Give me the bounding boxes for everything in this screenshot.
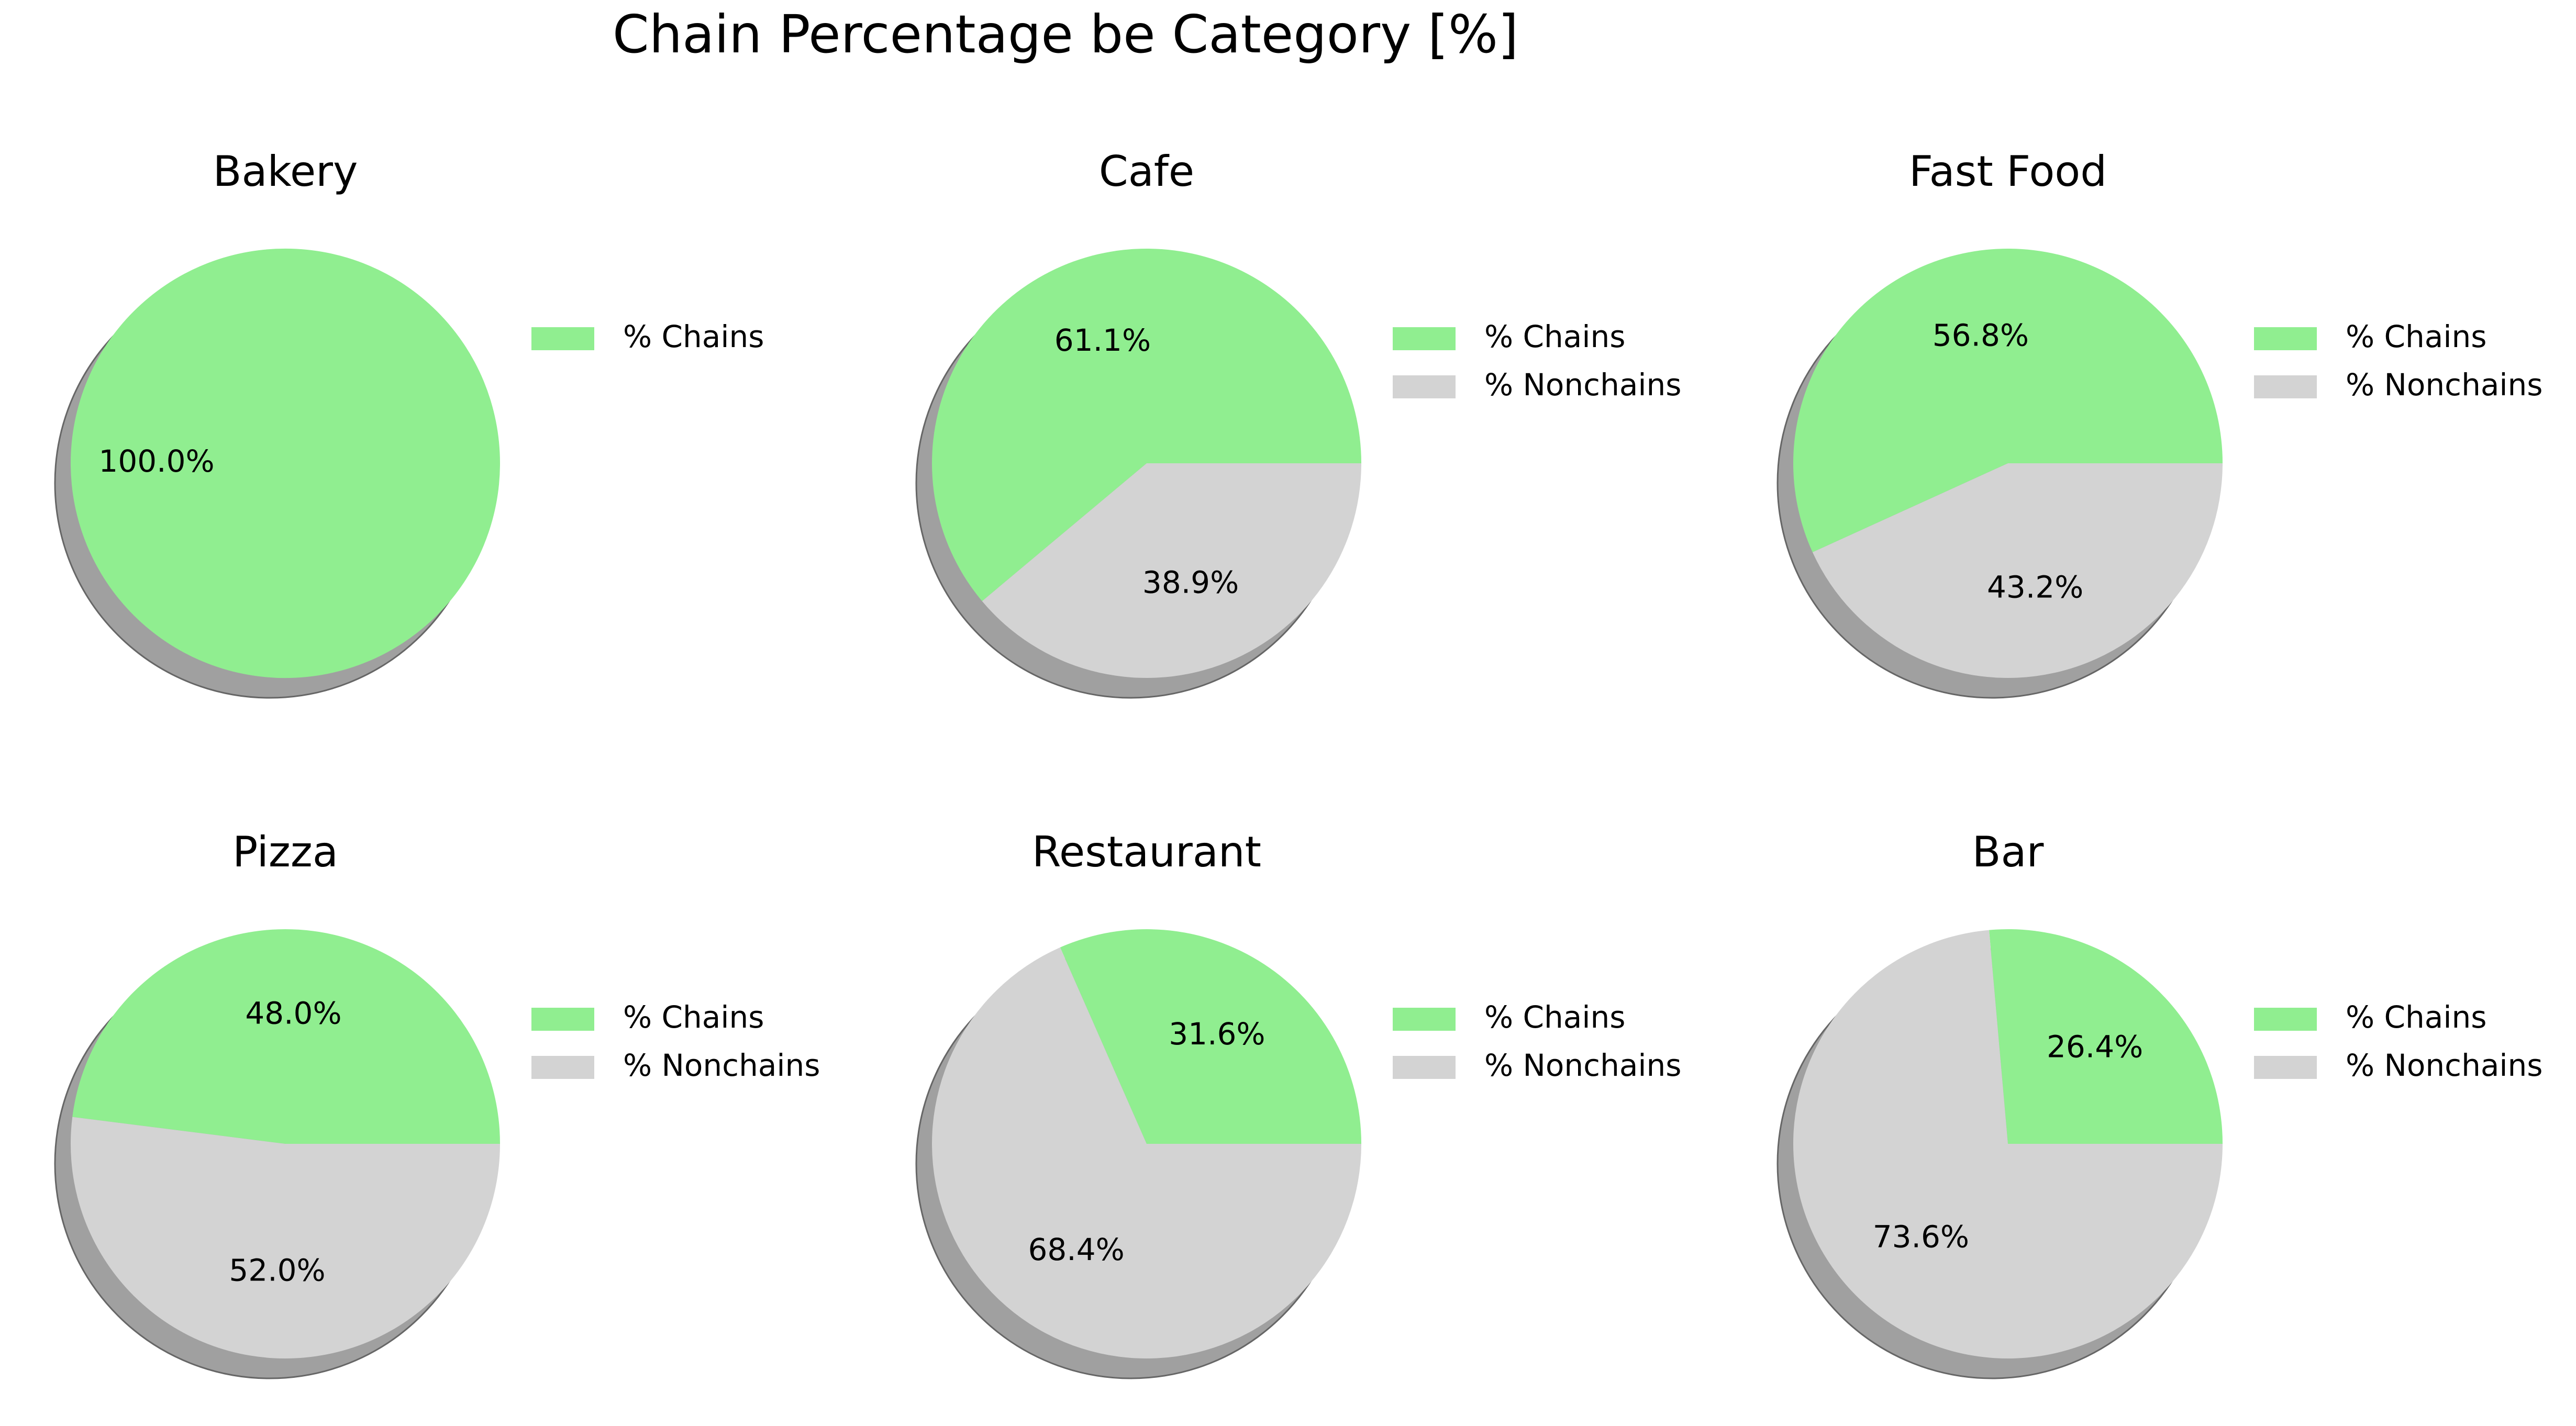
legend-label: % Chains — [1484, 319, 1625, 354]
legend-label: % Nonchains — [1484, 367, 1681, 403]
pie-chart-fast-food: 56.8% 43.2% Fast Food % Chains % Nonchains — [1776, 147, 2542, 699]
legend-label: % Nonchains — [2346, 367, 2542, 403]
pie-value-label: 73.6% — [1873, 1219, 1969, 1255]
pie-chart-bakery: 100.0% Bakery % Chains — [54, 147, 764, 699]
pie-slice-chains — [1793, 249, 2223, 552]
pie-value-label: 31.6% — [1169, 1016, 1265, 1052]
pie-slice-nonchains — [932, 947, 1361, 1358]
legend-label: % Chains — [623, 999, 764, 1035]
legend-swatch-chains — [1393, 1008, 1456, 1031]
pie-slice-chains — [70, 248, 501, 678]
legend-label: % Chains — [1484, 999, 1625, 1035]
legend-swatch-chains — [531, 1008, 594, 1031]
pie-slice-chains — [1060, 929, 1361, 1144]
legend-label: % Nonchains — [623, 1048, 820, 1083]
legend-swatch-nonchains — [531, 1056, 594, 1079]
legend-swatch-chains — [1393, 327, 1456, 350]
legend-label: % Chains — [2346, 319, 2486, 354]
pie-value-label: 48.0% — [245, 996, 341, 1031]
legend-swatch-chains — [2254, 1008, 2317, 1031]
pie-value-label: 26.4% — [2047, 1029, 2143, 1065]
pie-value-label: 56.8% — [1933, 318, 2029, 353]
pie-slice-nonchains — [1793, 930, 2223, 1358]
legend-swatch-chains — [531, 327, 594, 350]
subplot-title: Pizza — [232, 828, 338, 876]
pie-slice-chains — [1989, 929, 2223, 1144]
pie-value-label: 43.2% — [1987, 570, 2083, 605]
legend-label: % Chains — [2346, 999, 2486, 1035]
legend-swatch-nonchains — [2254, 375, 2317, 398]
legend-swatch-chains — [2254, 327, 2317, 350]
legend-label: % Chains — [623, 319, 764, 354]
pie-chart-bar: 26.4% 73.6% Bar % Chains % Nonchains — [1776, 828, 2542, 1379]
legend-label: % Nonchains — [1484, 1048, 1681, 1083]
pie-value-label: 100.0% — [98, 443, 214, 479]
legend-swatch-nonchains — [1393, 1056, 1456, 1079]
pie-chart-restaurant: 31.6% 68.4% Restaurant % Chains % Nonchains — [915, 828, 1681, 1379]
pie-chart-pizza: 48.0% 52.0% Pizza % Chains % Nonchains — [54, 828, 820, 1379]
pie-slice-chains — [72, 929, 500, 1144]
subplot-title: Bar — [1972, 828, 2044, 876]
pie-slice-chains — [932, 248, 1361, 601]
pie-value-label: 61.1% — [1054, 322, 1151, 358]
pie-slice-nonchains — [982, 463, 1361, 678]
pie-charts-grid: 100.0% Bakery % Chains 61.1% 38.9% Cafe % Chai… — [54, 147, 2542, 1379]
legend-swatch-nonchains — [1393, 375, 1456, 398]
pie-value-label: 38.9% — [1142, 564, 1239, 600]
subplot-title: Restaurant — [1032, 828, 1261, 876]
pie-chart-cafe: 61.1% 38.9% Cafe % Chains % Nonchains — [915, 147, 1681, 699]
pie-value-label: 68.4% — [1028, 1232, 1124, 1267]
pie-slice-nonchains — [1812, 463, 2223, 678]
legend-swatch-nonchains — [2254, 1056, 2317, 1079]
pie-value-label: 52.0% — [229, 1253, 325, 1288]
subplot-title: Cafe — [1099, 147, 1194, 196]
subplot-title: Fast Food — [1909, 147, 2107, 196]
pie-slice-nonchains — [71, 1117, 500, 1358]
figure-title: Chain Percentage be Category [%] — [613, 4, 1518, 65]
subplot-title: Bakery — [213, 147, 358, 196]
legend-label: % Nonchains — [2346, 1048, 2542, 1083]
